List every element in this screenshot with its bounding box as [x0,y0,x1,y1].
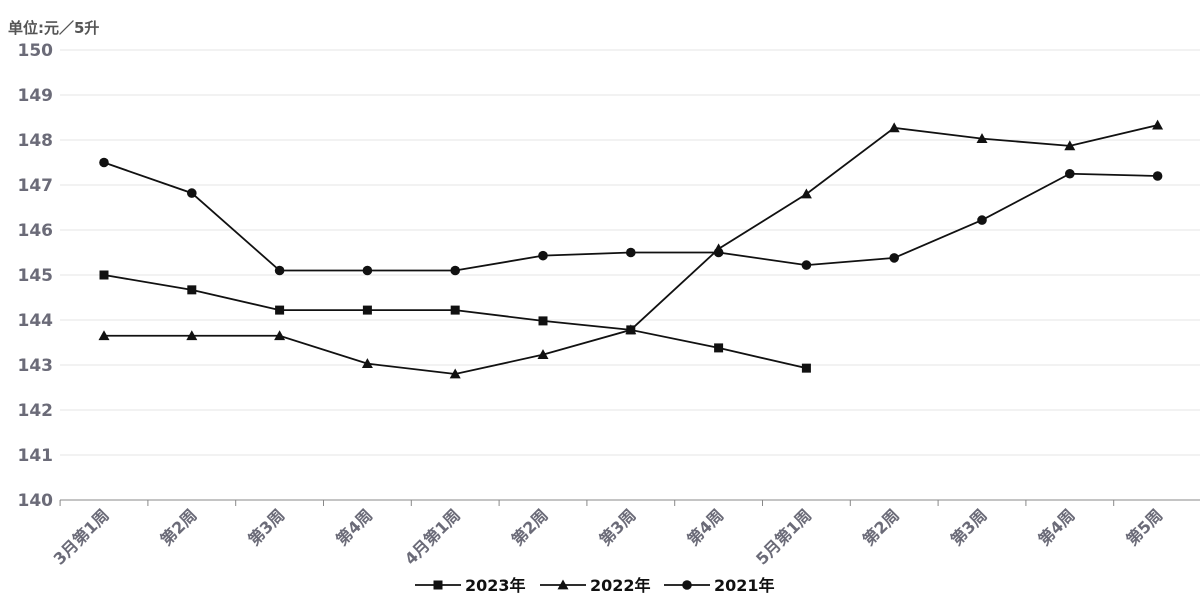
legend-label: 2022年 [590,576,651,595]
data-point [714,343,724,353]
x-tick-label: 第3周 [596,505,640,549]
y-tick-label: 142 [18,401,54,421]
y-tick-label: 143 [18,356,54,376]
data-point [361,358,373,369]
data-point [362,265,373,276]
y-tick-label: 149 [18,86,54,106]
data-point [187,285,197,295]
x-tick-label: 4月第1周 [401,505,464,568]
data-point [889,253,899,263]
x-tick-label: 第2周 [157,505,201,549]
grid-lines [60,49,1200,456]
data-point [186,330,198,341]
legend-entry-2: 2021年 [664,576,775,595]
data-point [450,305,460,315]
series-2 [99,157,1163,276]
data-point [274,265,285,276]
y-tick-label: 146 [18,221,54,241]
data-point [450,265,461,276]
data-point [888,122,900,133]
data-point [1152,119,1164,130]
axes: 单位:元／5升 140 141 142 143 144 145 146 147 148 149 150… [8,19,1200,569]
data-point [274,330,286,341]
y-tick-label: 141 [18,446,54,466]
data-point [977,215,987,225]
data-point [1065,168,1075,179]
data-point [99,157,109,168]
data-point [713,247,724,258]
data-point [976,133,988,144]
data-point [538,316,548,326]
x-tick-label: 第3周 [947,505,991,549]
data-point [1064,140,1076,151]
data-point [538,250,548,261]
series-lines [98,119,1164,379]
series-line-0 [103,274,807,370]
data-point [625,324,637,335]
y-tick-label: 144 [18,311,54,331]
legend-marker [557,579,569,590]
data-point [362,305,372,315]
legend-entry-0: 2023年 [415,576,526,595]
data-point [449,368,461,379]
x-tick-label: 3月第1周 [50,505,113,568]
legend-marker [433,580,443,590]
x-tick-label: 5月第1周 [752,505,815,568]
legend-marker [682,580,692,590]
x-tick-label: 第3周 [244,505,288,549]
data-point [801,260,812,270]
y-tick-label: 147 [18,176,54,196]
data-point [800,188,812,199]
x-tick-label: 第4周 [332,505,376,549]
y-tick-label: 140 [18,491,54,511]
x-tick-label: 第5周 [1122,505,1166,549]
data-point [626,247,636,258]
y-tick-label: 150 [18,41,54,61]
legend-label: 2023年 [465,576,526,595]
legend-entry-1: 2022年 [540,576,651,595]
data-point [537,349,549,360]
x-tick-label: 第4周 [683,505,727,549]
x-tick-label: 第2周 [859,505,903,549]
data-point [801,363,811,373]
data-point [1152,171,1163,181]
unit-label: 单位:元／5升 [8,19,99,37]
legend: 2023年 2022年 2021年 [415,576,775,595]
x-tick-label: 第4周 [1035,505,1079,549]
y-tick-label: 145 [18,266,54,286]
data-point [275,305,285,315]
data-point [99,270,109,280]
series-0 [99,270,811,373]
data-point [98,330,110,341]
series-1 [98,119,1164,379]
x-tick-label: 第2周 [508,505,552,549]
y-tick-label: 148 [18,131,54,151]
legend-label: 2021年 [714,576,775,595]
data-point [187,188,197,198]
